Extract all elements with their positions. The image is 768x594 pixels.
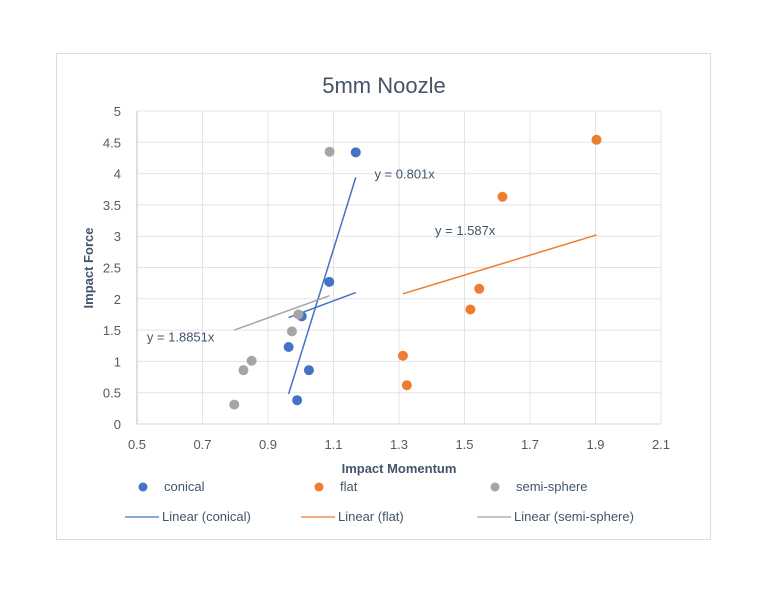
y-tick-label: 5: [114, 104, 121, 119]
data-point-semi-sphere: [293, 309, 304, 320]
data-point-semi-sphere: [229, 399, 240, 410]
data-point-conical: [303, 365, 314, 376]
chart-title: 5mm Noozle: [322, 73, 445, 98]
y-tick-label: 3.5: [103, 198, 121, 213]
data-point-semi-sphere: [286, 326, 297, 337]
legend: conical Linear (conical) flat Linear (flat)…: [125, 479, 634, 524]
x-tick-label: 1.3: [390, 437, 408, 452]
x-tick-label: 2.1: [652, 437, 670, 452]
data-point-flat: [397, 350, 408, 361]
legend-marker-conical: [138, 482, 148, 492]
legend-marker-flat: [314, 482, 324, 492]
data-point-flat: [497, 191, 508, 202]
data-point-semi-sphere: [246, 355, 257, 366]
y-tick-label: 1: [114, 354, 121, 369]
y-tick-label: 3: [114, 229, 121, 244]
trendline-equation: y = 1.8851x: [147, 329, 215, 344]
trendline-flat: [402, 234, 597, 295]
data-point-flat: [591, 134, 602, 145]
legend-marker-semi-sphere: [490, 482, 500, 492]
trendline-equation: y = 1.587x: [435, 223, 496, 238]
x-tick-label: 0.7: [193, 437, 211, 452]
x-axis-title: Impact Momentum: [342, 461, 457, 476]
legend-trendline-label-conical: Linear (conical): [162, 509, 251, 524]
x-tick-label: 1.5: [455, 437, 473, 452]
data-point-semi-sphere: [324, 146, 335, 157]
x-tick-label: 0.9: [259, 437, 277, 452]
data-point-conical: [324, 276, 335, 287]
trendline-equation: y = 0.801x: [374, 167, 435, 182]
y-axis-ticks: 0 0.5 1 1.5 2 2.5 3 3.5 4 4.5 5: [103, 104, 121, 432]
data-point-semi-sphere: [238, 365, 249, 376]
y-tick-label: 0: [114, 417, 121, 432]
y-tick-label: 1.5: [103, 323, 121, 338]
x-tick-label: 1.7: [521, 437, 539, 452]
data-point-conical: [350, 147, 361, 158]
legend-label-semi-sphere: semi-sphere: [516, 479, 588, 494]
legend-label-conical: conical: [164, 479, 205, 494]
chart-frame: [56, 53, 711, 540]
data-point-conical: [283, 342, 294, 353]
data-points: [229, 134, 602, 410]
gridlines: [136, 110, 662, 425]
trendline-equations: y = 0.801x y = 1.587x y = 1.8851x: [147, 167, 496, 345]
x-tick-label: 1.9: [586, 437, 604, 452]
data-point-flat: [401, 380, 412, 391]
y-tick-label: 4: [114, 167, 121, 182]
legend-trendline-label-semi-sphere: Linear (semi-sphere): [514, 509, 634, 524]
data-point-flat: [474, 283, 485, 294]
data-point-conical: [292, 395, 303, 406]
trendline-conical: [287, 177, 357, 395]
legend-label-flat: flat: [340, 479, 358, 494]
y-axis-title: Impact Force: [81, 228, 96, 309]
legend-trendline-label-flat: Linear (flat): [338, 509, 404, 524]
x-tick-label: 1.1: [324, 437, 342, 452]
x-tick-label: 0.5: [128, 437, 146, 452]
y-tick-label: 2: [114, 292, 121, 307]
y-tick-label: 2.5: [103, 261, 121, 276]
y-tick-label: 0.5: [103, 386, 121, 401]
x-axis-ticks: 0.5 0.7 0.9 1.1 1.3 1.5 1.7 1.9 2.1: [128, 437, 670, 452]
trendline-semi-sphere: [234, 294, 330, 331]
y-tick-label: 4.5: [103, 135, 121, 150]
data-point-flat: [465, 304, 476, 315]
